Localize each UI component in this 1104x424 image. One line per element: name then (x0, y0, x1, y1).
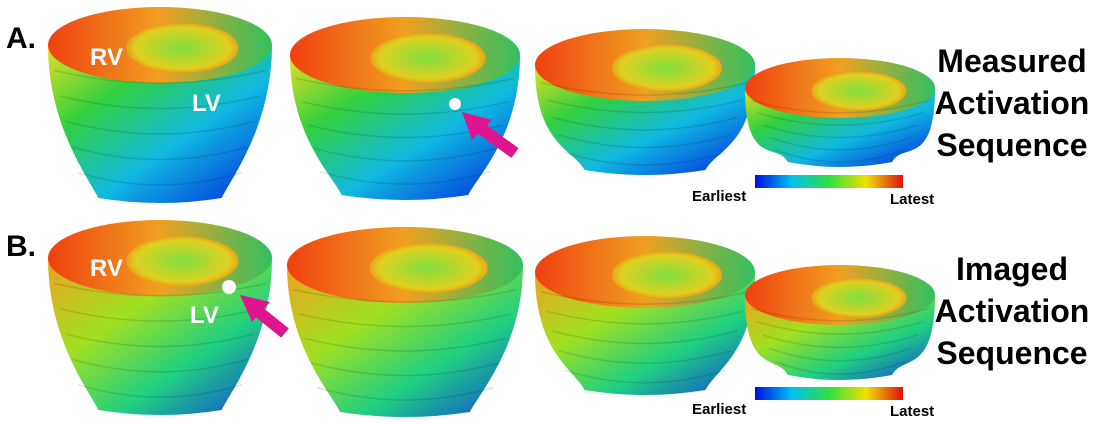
heart-cavity (612, 252, 722, 299)
chamber-label: RV (90, 44, 123, 71)
heart-cavity (370, 243, 488, 292)
panel-label: B. (6, 230, 36, 263)
heart-cavity (126, 23, 238, 72)
chamber-label: RV (90, 255, 123, 282)
row-title: Activation (935, 85, 1090, 121)
colorbar-label: Earliest (692, 401, 746, 418)
row-title: Activation (935, 293, 1090, 329)
row-title: Imaged (956, 251, 1068, 287)
colorbar (755, 175, 903, 188)
panel-label: A. (6, 22, 36, 55)
colorbar-label: Latest (890, 403, 934, 420)
heart-cavity (812, 72, 907, 111)
heart-cavity (371, 33, 486, 82)
figure: A. B. RV LV RV LV Measured Activation Se… (0, 0, 1104, 424)
heart-cavity (126, 236, 238, 285)
row-title: Sequence (936, 127, 1087, 163)
colorbar (755, 387, 903, 400)
chamber-label: LV (192, 90, 221, 117)
colorbar-label: Earliest (692, 188, 746, 205)
heart-cavity (612, 45, 722, 92)
chamber-label: LV (190, 302, 219, 329)
colorbar-label: Latest (890, 191, 934, 208)
pacing-site (222, 280, 236, 294)
row-title: Measured (937, 43, 1086, 79)
pacing-site (449, 98, 461, 110)
heart-cavity (812, 279, 907, 318)
heart-images (48, 7, 935, 417)
row-title: Sequence (936, 335, 1087, 371)
